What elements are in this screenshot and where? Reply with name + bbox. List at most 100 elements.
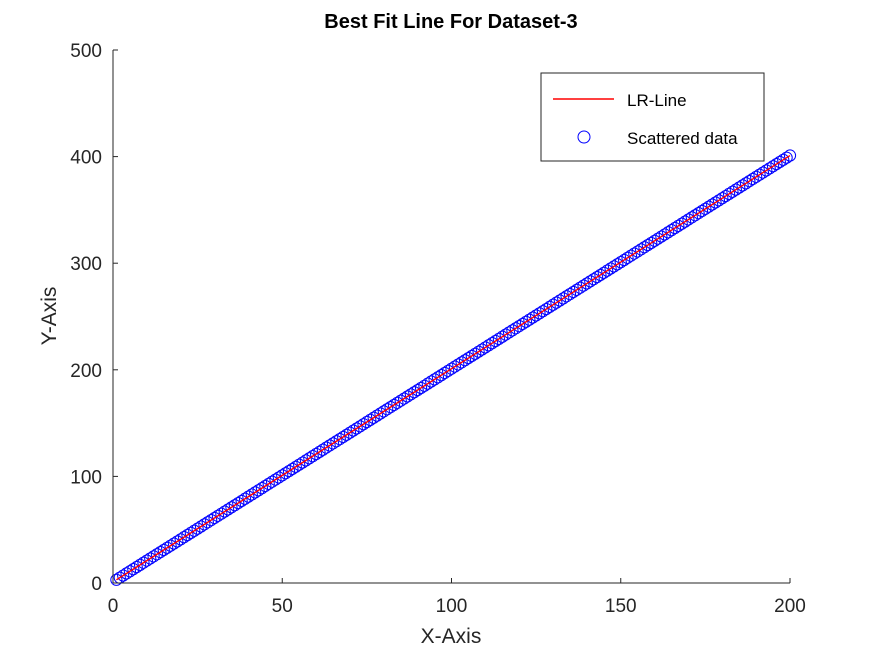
legend-marker-swatch	[577, 130, 591, 144]
y-tick-label: 100	[70, 467, 102, 488]
scatter-point	[435, 369, 448, 382]
scatter-point	[546, 298, 560, 311]
y-tick-label: 500	[70, 41, 102, 62]
scatter-point	[560, 290, 573, 303]
scatter-point	[306, 450, 319, 463]
scatter-point	[255, 482, 269, 495]
scatter-point	[540, 302, 553, 316]
scatter-point	[682, 213, 695, 226]
y-tick-label: 200	[70, 361, 102, 382]
x-tick-label: 150	[605, 596, 637, 617]
scatter-point	[530, 309, 543, 322]
scatter-point	[245, 488, 258, 501]
x-tick-label: 100	[436, 596, 468, 617]
scatter-point	[736, 179, 749, 192]
scatter-point	[337, 430, 350, 444]
scatter-point	[709, 196, 722, 209]
scatter-point	[475, 343, 489, 356]
scatter-point	[614, 256, 627, 269]
scatter-point	[553, 294, 566, 307]
scatter-point	[662, 226, 675, 239]
scatter-point	[543, 300, 556, 314]
scatter-point	[574, 281, 587, 294]
scatter-point	[347, 424, 360, 437]
scatter-point	[313, 445, 326, 458]
scatter-point	[123, 565, 137, 578]
scatter-point	[384, 401, 397, 414]
scatter-point	[766, 160, 780, 173]
scatter-point	[164, 539, 177, 552]
scatter-point	[601, 264, 614, 277]
scatter-point	[739, 177, 753, 190]
scatter-point	[259, 479, 272, 493]
scatter-point	[381, 403, 394, 416]
scatter-point	[340, 428, 353, 441]
scatter-point	[756, 166, 770, 179]
scatter-point	[536, 305, 549, 318]
scatter-point	[773, 155, 786, 169]
scatter-point	[550, 296, 563, 309]
scatter-point	[726, 185, 739, 198]
x-tick-label: 50	[272, 596, 293, 617]
scatter-point	[387, 398, 401, 412]
scatter-point	[651, 232, 665, 245]
scatter-point	[499, 328, 512, 341]
scatter-point	[401, 390, 414, 403]
scatter-point	[486, 337, 499, 350]
scatter-point	[678, 215, 692, 228]
scatter-point	[171, 535, 184, 548]
legend-box	[540, 72, 765, 162]
scatter-point	[445, 362, 458, 375]
scatter-point	[120, 567, 133, 580]
scatter-point	[506, 324, 519, 337]
scatter-point	[692, 206, 705, 220]
scatter-point	[516, 317, 529, 331]
scatter-point	[685, 211, 698, 224]
scatter-point	[235, 494, 248, 508]
scatter-point	[144, 552, 157, 565]
scatter-point	[398, 392, 411, 405]
scatter-point	[492, 332, 505, 345]
scatter-point	[665, 224, 678, 237]
scatter-point	[191, 522, 204, 535]
scatter-point	[218, 505, 231, 518]
scatter-point	[370, 409, 384, 422]
scatter-point	[472, 345, 485, 358]
scatter-point	[262, 477, 275, 490]
scatter-point	[296, 456, 309, 469]
scatter-point	[733, 181, 746, 194]
scatter-point	[394, 394, 407, 407]
scatter-point	[289, 460, 302, 473]
scatter-point	[513, 319, 526, 333]
scatter-point	[282, 464, 296, 478]
scatter-point	[448, 360, 461, 373]
scatter-point	[611, 258, 624, 271]
legend-label-lr-line: LR-Line	[627, 91, 687, 110]
scatter-point	[519, 315, 533, 328]
scatter-point	[310, 447, 323, 461]
scatter-point	[127, 563, 140, 576]
scatter-point	[763, 162, 776, 175]
scatter-point	[299, 454, 313, 467]
scatter-point	[249, 486, 262, 499]
scatter-point	[442, 364, 455, 377]
scatter-point	[140, 554, 153, 567]
scatter-point	[699, 202, 712, 215]
scatter-point	[645, 236, 658, 250]
scatter-point	[198, 518, 211, 531]
scatter-point	[587, 273, 600, 286]
scatter-point	[208, 511, 221, 525]
scatter-point	[689, 209, 702, 222]
scatter-point	[563, 288, 577, 301]
scatter-point	[293, 458, 306, 471]
scatter-point	[205, 514, 218, 527]
scatter-point	[174, 533, 187, 546]
scatter-point	[577, 279, 590, 292]
legend-label-scattered-data: Scattered data	[627, 129, 738, 148]
scatter-point	[452, 358, 465, 371]
scatter-point	[624, 249, 638, 262]
scatter-point	[330, 435, 343, 448]
scatter-point	[201, 516, 214, 529]
scatter-point	[621, 251, 634, 264]
scatter-point	[316, 443, 329, 456]
